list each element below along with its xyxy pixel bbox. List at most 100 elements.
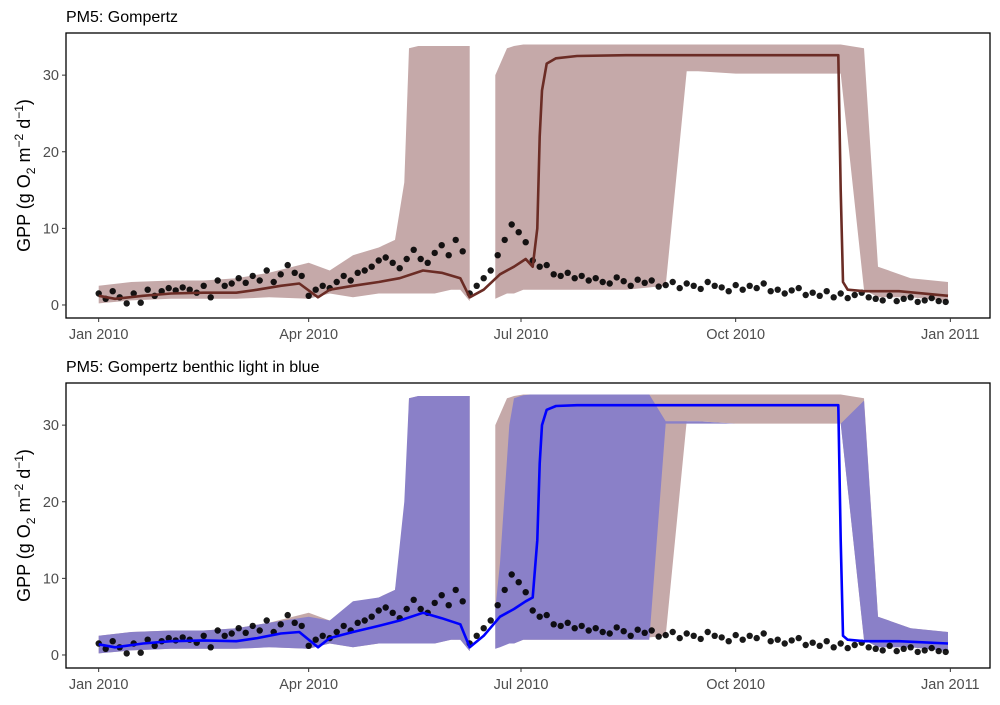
observed-point: [228, 630, 235, 637]
observed-point: [235, 625, 242, 632]
observed-point: [144, 286, 151, 293]
observed-point: [914, 648, 921, 656]
observed-point: [641, 279, 648, 286]
observed-point: [711, 632, 718, 639]
observed-point: [396, 265, 403, 272]
observed-point: [473, 282, 480, 289]
observed-point: [522, 239, 529, 246]
observed-point: [270, 278, 277, 286]
credible-band: [495, 44, 948, 302]
observed-point: [704, 278, 711, 286]
observed-point: [130, 290, 137, 297]
y-tick-label: 30: [43, 68, 59, 84]
observed-point: [522, 589, 529, 596]
observed-point: [669, 278, 676, 286]
observed-point: [543, 611, 550, 619]
observed-point: [746, 282, 753, 289]
model-line: [98, 403, 949, 649]
observed-point: [158, 288, 165, 295]
observed-point: [515, 579, 522, 586]
panel-border: [65, 382, 991, 669]
observed-point: [865, 644, 872, 651]
observed-point: [655, 633, 662, 640]
observed-point: [312, 286, 319, 293]
y-axis-title: GPP (g O2 m−2 d−1): [12, 99, 38, 252]
observed-point: [802, 291, 809, 299]
observed-point: [865, 294, 872, 301]
observed-point: [340, 272, 347, 280]
observed-point: [935, 647, 942, 655]
observed-point: [123, 650, 130, 657]
observed-point: [389, 609, 396, 616]
observed-point: [284, 261, 291, 269]
observed-point: [501, 236, 508, 244]
observed-point: [368, 263, 375, 270]
observed-point: [697, 635, 704, 643]
observed-point: [767, 638, 774, 645]
observed-point: [809, 289, 816, 296]
observed-point: [242, 279, 249, 286]
observed-point: [746, 632, 753, 639]
observed-point: [452, 586, 459, 594]
observed-point: [634, 626, 641, 633]
observed-point: [277, 621, 284, 628]
observed-point: [921, 297, 928, 304]
panel-gompertz-benthic: PM5: Gompertz benthic light in blue Jan …: [12, 359, 991, 693]
observed-point: [354, 619, 361, 626]
x-tick-label: Jan 2010: [69, 327, 129, 343]
x-axis: Jan 2010 Apr 2010 Jul 2010 Oct 2010 Jan 2011: [69, 318, 980, 343]
observed-point: [718, 634, 725, 641]
observed-point: [214, 627, 221, 634]
observed-point: [375, 257, 382, 264]
observed-point: [410, 246, 417, 253]
observed-point: [207, 294, 214, 301]
observed-point: [634, 276, 641, 283]
observed-point: [403, 255, 410, 263]
observed-point: [914, 298, 921, 306]
observed-point: [228, 280, 235, 287]
observed-point: [872, 645, 879, 652]
observed-point: [109, 638, 116, 645]
y-tick-label: 20: [43, 145, 59, 161]
observed-point: [711, 282, 718, 289]
x-axis: Jan 2010 Apr 2010 Jul 2010 Oct 2010 Jan 2011: [69, 668, 980, 693]
observed-point: [900, 295, 907, 302]
observed-point: [543, 261, 550, 269]
observed-point: [690, 632, 697, 639]
credible-band: [98, 46, 470, 304]
y-tick-label: 10: [43, 221, 59, 237]
observed-point: [844, 644, 851, 652]
observed-point: [319, 632, 326, 639]
observed-point: [592, 625, 599, 632]
observed-point: [760, 630, 767, 637]
observed-point: [340, 622, 347, 630]
y-tick-label: 10: [43, 571, 59, 587]
observed-point: [298, 622, 305, 630]
observed-point: [844, 294, 851, 302]
observed-point: [312, 636, 319, 643]
observed-point: [571, 625, 578, 632]
observed-point: [550, 621, 557, 628]
observed-point: [837, 290, 844, 297]
observed-point: [438, 242, 445, 249]
observed-point: [235, 275, 242, 282]
observed-point: [263, 617, 270, 624]
observed-point: [739, 636, 746, 643]
observed-point: [221, 632, 228, 639]
observed-point: [403, 605, 410, 613]
observed-point: [179, 634, 186, 641]
observed-point: [305, 642, 312, 649]
observed-point: [613, 274, 620, 281]
observed-point: [508, 571, 515, 578]
observed-point: [445, 602, 452, 609]
observed-point: [256, 627, 263, 634]
observed-point: [893, 297, 900, 305]
observed-point: [172, 287, 179, 294]
y-tick-label: 0: [51, 648, 59, 664]
observed-point: [382, 604, 389, 611]
observed-point: [683, 630, 690, 637]
observed-point: [151, 642, 158, 649]
observed-point: [200, 282, 207, 289]
observed-point: [508, 221, 515, 228]
